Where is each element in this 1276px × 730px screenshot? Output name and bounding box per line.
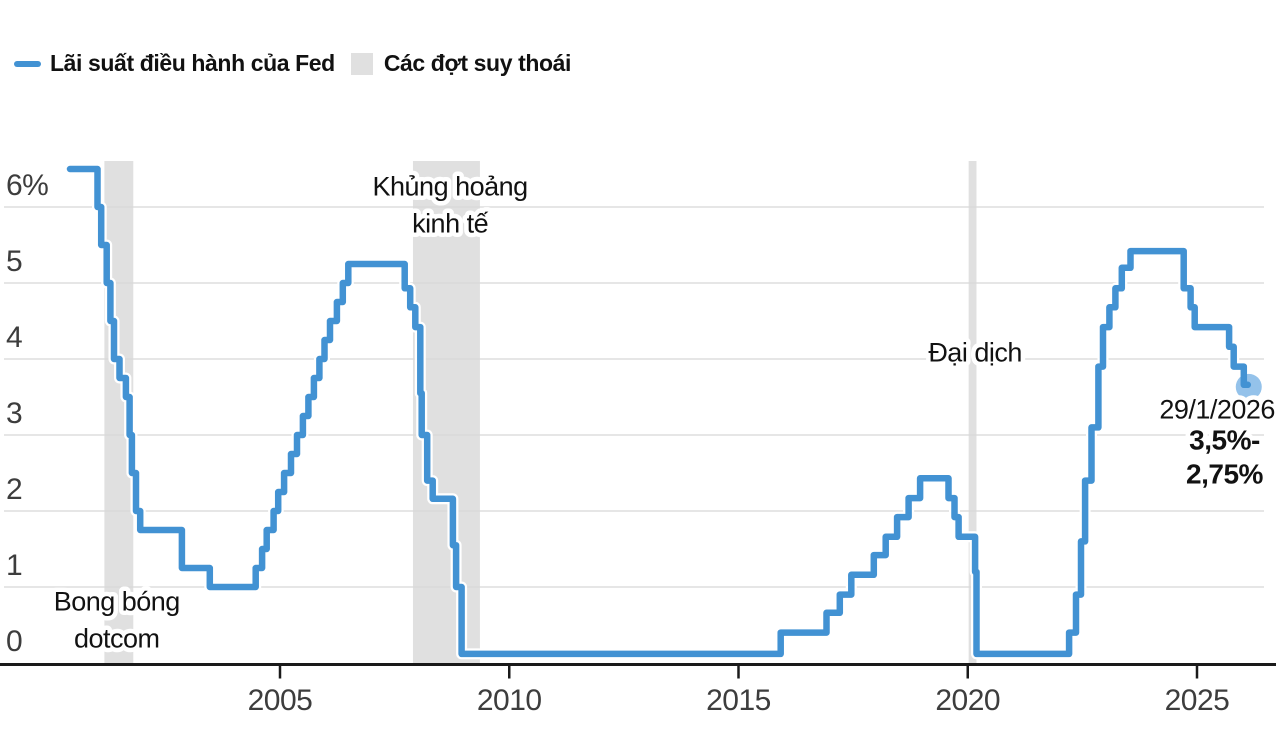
legend-item-recessions: Các đợt suy thoái xyxy=(350,50,572,77)
annotation-pandemic: Đại dịch xyxy=(928,337,1022,367)
y-tick-label-5: 5 xyxy=(6,245,22,278)
rate-line xyxy=(66,165,1252,658)
endpoint-date-label: 29/1/2026 xyxy=(1159,394,1275,424)
x-tick-label-2010: 2010 xyxy=(477,684,542,717)
x-tick-label-2020: 2020 xyxy=(935,684,1000,717)
annotation-financial-crisis: Khủng hoảng kinh tế xyxy=(373,172,528,239)
annotation-dotcom-bubble: Bong bóng dotcom xyxy=(54,587,180,654)
endpoint-value-label-2: 2,75% xyxy=(1186,458,1263,489)
chart-legend: Lãi suất điều hành của Fed Các đợt suy t… xyxy=(14,50,571,77)
x-tick-label-2015: 2015 xyxy=(706,684,771,717)
legend-item-fed-rate: Lãi suất điều hành của Fed xyxy=(14,50,335,77)
recession-band-swatch xyxy=(350,52,373,75)
y-tick-label-4: 4 xyxy=(6,321,22,354)
legend-label-recessions: Các đợt suy thoái xyxy=(383,50,572,76)
y-tick-label-3: 3 xyxy=(6,397,22,430)
y-tick-label-6: 6% xyxy=(6,169,48,202)
y-tick-label-1: 1 xyxy=(6,549,22,582)
line-series-swatch xyxy=(14,60,41,67)
legend-label-fed-rate: Lãi suất điều hành của Fed xyxy=(50,50,335,76)
endpoint-value-label-1: 3,5%- xyxy=(1189,424,1260,455)
x-tick-label-2025: 2025 xyxy=(1165,684,1230,717)
y-tick-label-0: 0 xyxy=(6,625,22,658)
pandemic-recession xyxy=(968,161,977,665)
rate-line-casing xyxy=(64,163,1254,660)
y-tick-label-2: 2 xyxy=(6,473,22,506)
x-tick-label-2005: 2005 xyxy=(248,684,313,717)
